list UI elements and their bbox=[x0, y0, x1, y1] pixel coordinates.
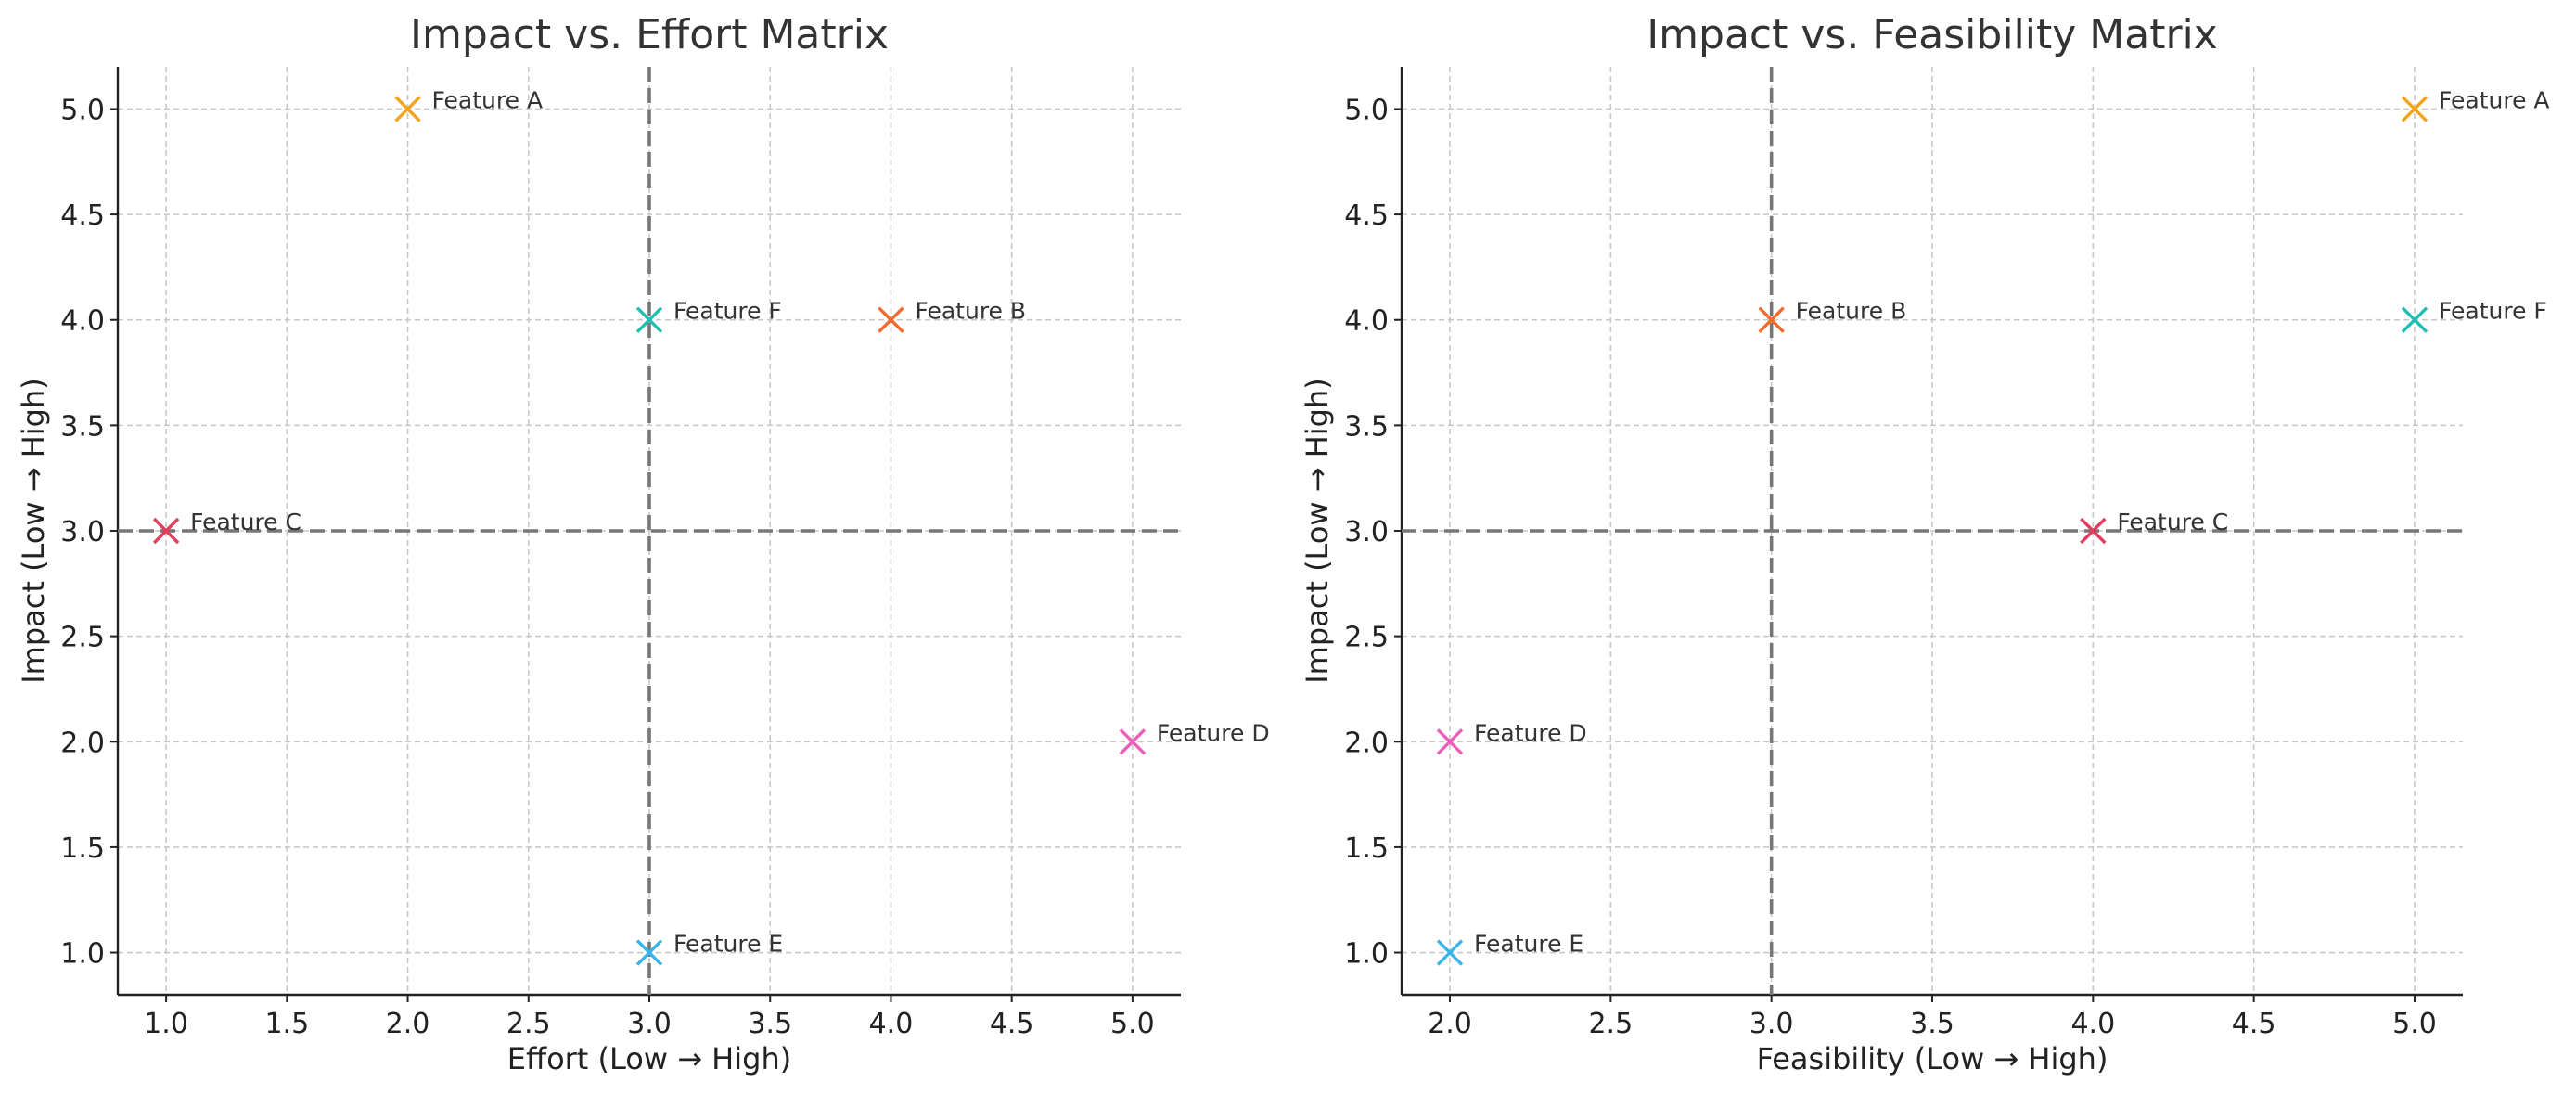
data-point bbox=[878, 306, 904, 333]
x-tick-label: 3.5 bbox=[748, 1008, 792, 1040]
y-tick-label: 3.5 bbox=[1344, 410, 1389, 443]
x-tick-label: 4.0 bbox=[869, 1008, 914, 1040]
point-label: Feature F bbox=[2439, 298, 2547, 325]
point-label: Feature B bbox=[915, 298, 1026, 325]
feasibility-matrix-panel: Impact vs. Feasibility Matrix Feasibilit… bbox=[1300, 11, 2550, 1076]
data-point bbox=[2401, 96, 2429, 122]
x-tick-label: 2.5 bbox=[1588, 1008, 1633, 1040]
point-label: Feature A bbox=[2439, 86, 2550, 113]
y-tick-label: 2.0 bbox=[1344, 727, 1389, 759]
x-tick-label: 2.0 bbox=[386, 1008, 430, 1040]
x-tick-label: 2.0 bbox=[1428, 1008, 1472, 1040]
y-tick-label: 2.5 bbox=[1344, 622, 1389, 654]
y-tick-label: 4.0 bbox=[1344, 305, 1389, 338]
y-tick-label: 1.0 bbox=[60, 938, 105, 971]
point-label: Feature D bbox=[1474, 719, 1587, 746]
y-tick-label: 5.0 bbox=[60, 94, 105, 126]
y-axis-label: Impact (Low → High) bbox=[16, 378, 51, 684]
x-tick-label: 4.0 bbox=[2070, 1008, 2115, 1040]
x-marker-stroke bbox=[1119, 728, 1147, 755]
y-tick-label: 4.5 bbox=[60, 200, 105, 232]
point-label: Feature E bbox=[1474, 931, 1583, 958]
x-tick-label: 5.0 bbox=[2392, 1008, 2437, 1040]
x-axis-label: Effort (Low → High) bbox=[507, 1041, 791, 1076]
y-tick-label: 3.0 bbox=[1344, 516, 1389, 548]
y-tick-label: 1.5 bbox=[60, 832, 105, 865]
y-tick-label: 3.0 bbox=[60, 516, 105, 548]
x-marker-stroke bbox=[2080, 517, 2107, 545]
x-axis-label: Feasibility (Low → High) bbox=[1757, 1041, 2108, 1076]
y-tick-label: 5.0 bbox=[1344, 94, 1389, 126]
x-tick-label: 1.0 bbox=[144, 1008, 188, 1040]
point-label: Feature C bbox=[2117, 509, 2228, 535]
y-tick-label: 3.5 bbox=[60, 410, 105, 443]
point-label: Feature A bbox=[432, 86, 544, 113]
y-tick-label: 2.0 bbox=[60, 727, 105, 759]
point-label: Feature B bbox=[1796, 298, 1907, 325]
data-point bbox=[1436, 939, 1464, 966]
point-label: Feature E bbox=[673, 931, 783, 958]
data-point bbox=[2080, 517, 2107, 545]
x-marker-stroke bbox=[1758, 306, 1785, 333]
x-tick-label: 3.0 bbox=[1749, 1008, 1794, 1040]
y-tick-label: 1.0 bbox=[1344, 938, 1389, 971]
data-point bbox=[635, 306, 663, 333]
x-tick-label: 3.0 bbox=[627, 1008, 672, 1040]
y-tick-label: 1.5 bbox=[1344, 832, 1389, 865]
x-tick-label: 5.0 bbox=[1110, 1008, 1155, 1040]
point-label: Feature C bbox=[190, 509, 301, 535]
effort-matrix-panel: Impact vs. Effort Matrix Effort (Low → H… bbox=[16, 11, 1270, 1076]
y-axis-label: Impact (Low → High) bbox=[1300, 378, 1335, 684]
data-point bbox=[394, 96, 421, 122]
y-tick-label: 2.5 bbox=[60, 622, 105, 654]
x-marker-stroke bbox=[635, 306, 663, 333]
data-point bbox=[2401, 306, 2429, 333]
data-point bbox=[152, 517, 180, 545]
x-marker-stroke bbox=[878, 306, 904, 333]
x-marker-stroke bbox=[1436, 939, 1464, 966]
x-marker-stroke bbox=[2401, 306, 2429, 333]
x-tick-label: 4.5 bbox=[2232, 1008, 2276, 1040]
data-point bbox=[635, 939, 663, 966]
chart-title: Impact vs. Feasibility Matrix bbox=[1647, 11, 2218, 58]
x-marker-stroke bbox=[152, 517, 180, 545]
y-tick-label: 4.5 bbox=[1344, 200, 1389, 232]
data-point bbox=[1436, 728, 1464, 755]
data-point bbox=[1119, 728, 1147, 755]
y-tick-label: 4.0 bbox=[60, 305, 105, 338]
x-tick-label: 2.5 bbox=[506, 1008, 551, 1040]
x-marker-stroke bbox=[1436, 728, 1464, 755]
chart-title: Impact vs. Effort Matrix bbox=[410, 11, 889, 58]
point-label: Feature F bbox=[673, 298, 782, 325]
x-tick-label: 3.5 bbox=[1910, 1008, 1954, 1040]
x-marker-stroke bbox=[394, 96, 421, 122]
x-tick-label: 1.5 bbox=[264, 1008, 309, 1040]
point-label: Feature D bbox=[1157, 719, 1270, 746]
x-marker-stroke bbox=[2401, 96, 2429, 122]
x-marker-stroke bbox=[635, 939, 663, 966]
grid-lines bbox=[1402, 67, 2463, 995]
x-tick-label: 4.5 bbox=[990, 1008, 1034, 1040]
data-point bbox=[1758, 306, 1785, 333]
